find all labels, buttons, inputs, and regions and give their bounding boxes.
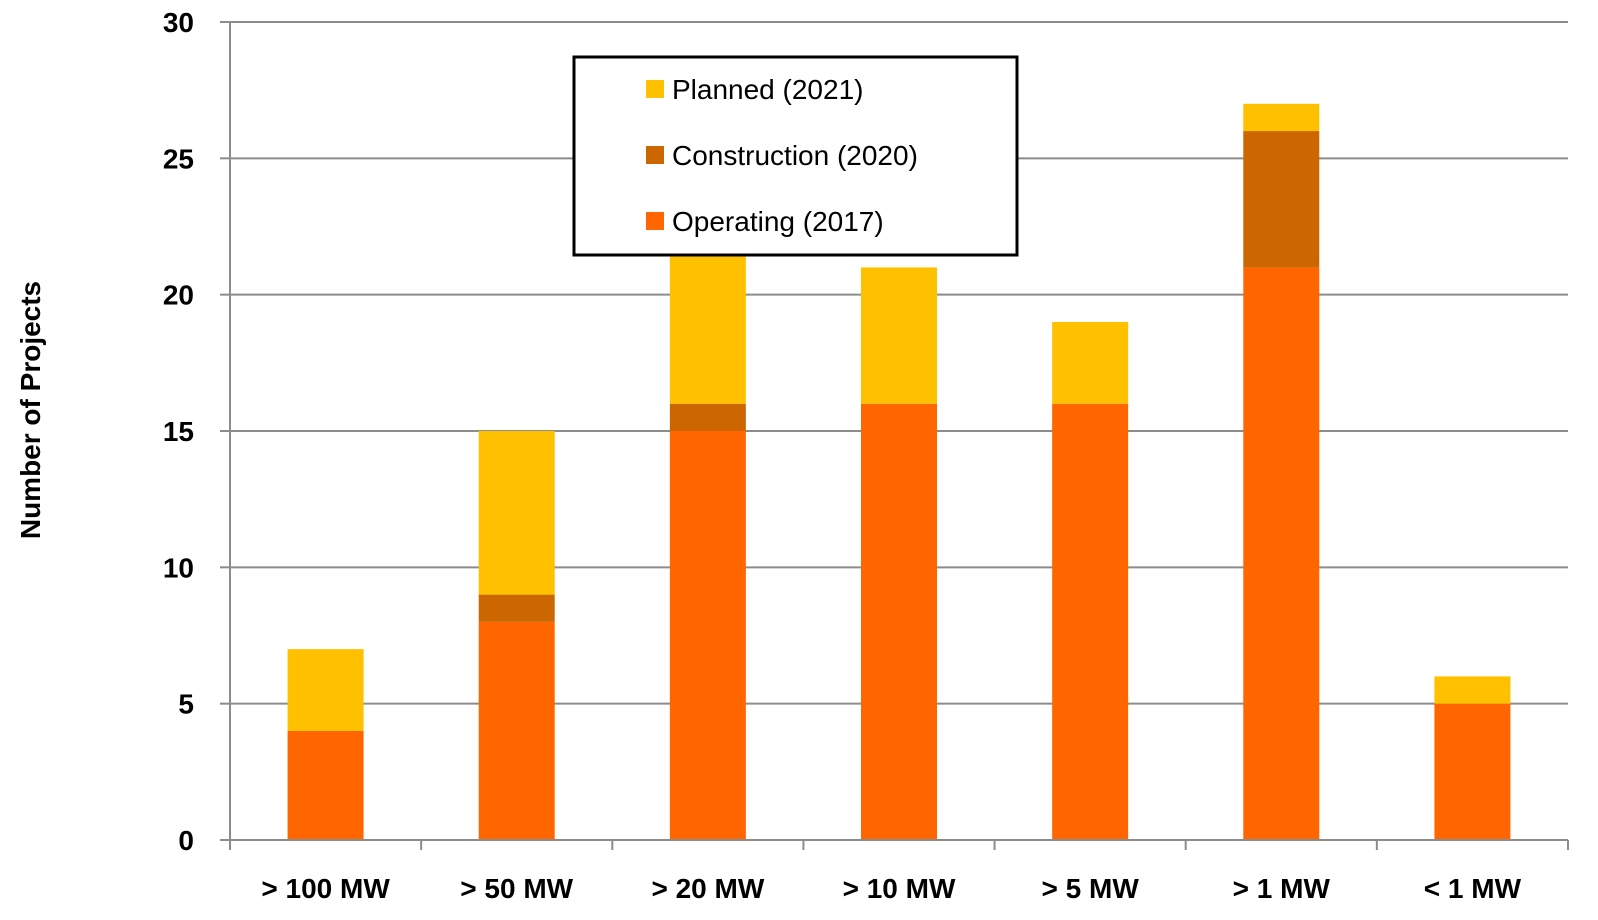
bar-segment <box>1052 321 1129 404</box>
bar-segment <box>1243 131 1320 268</box>
x-tick-label: > 20 MW <box>651 873 764 904</box>
tick-labels: 0 5 10 15 20 25 30 > 100 MW > 50 MW > 20 MW > 10 M… <box>163 7 1522 904</box>
x-tick-label: > 1 MW <box>1233 873 1331 904</box>
y-tick-label: 20 <box>163 280 194 311</box>
bar-segment <box>1243 103 1320 132</box>
legend-label: Planned (2021) <box>672 74 863 105</box>
bar-segment <box>669 403 746 431</box>
y-tick-label: 10 <box>163 552 194 583</box>
legend: Planned (2021) Construction (2020) Operati… <box>572 55 1019 257</box>
legend-label: Operating (2017) <box>672 206 884 237</box>
y-axis-title: Number of Projects <box>15 281 46 539</box>
legend-label: Construction (2020) <box>672 140 918 171</box>
bar-segment <box>1434 676 1511 704</box>
y-tick-label: 5 <box>178 689 194 720</box>
bar-segment <box>478 621 555 840</box>
axes <box>220 21 1569 850</box>
y-tick-label: 15 <box>163 416 194 447</box>
bar-segment <box>478 431 555 595</box>
bar-segment <box>861 403 937 840</box>
bar-segment <box>861 267 937 404</box>
bar-segment <box>478 594 555 622</box>
x-tick-label: > 5 MW <box>1042 873 1140 904</box>
bar-segment <box>1052 403 1129 840</box>
y-tick-label: 0 <box>178 825 194 856</box>
x-tick-label: < 1 MW <box>1424 873 1522 904</box>
bar-segment <box>669 431 746 840</box>
bars <box>287 103 1511 840</box>
legend-swatch <box>646 146 664 164</box>
x-tick-label: > 10 MW <box>843 873 956 904</box>
y-tick-label: 30 <box>163 7 194 38</box>
legend-swatch <box>646 80 664 98</box>
bar-segment <box>287 649 364 731</box>
bar-segment <box>287 730 364 840</box>
y-tick-label: 25 <box>163 143 194 174</box>
legend-swatch <box>646 212 664 230</box>
bar-segment <box>669 240 746 404</box>
x-tick-label: > 100 MW <box>261 873 390 904</box>
bar-segment <box>1434 703 1511 840</box>
bar-segment <box>1243 267 1320 840</box>
x-tick-label: > 50 MW <box>460 873 573 904</box>
